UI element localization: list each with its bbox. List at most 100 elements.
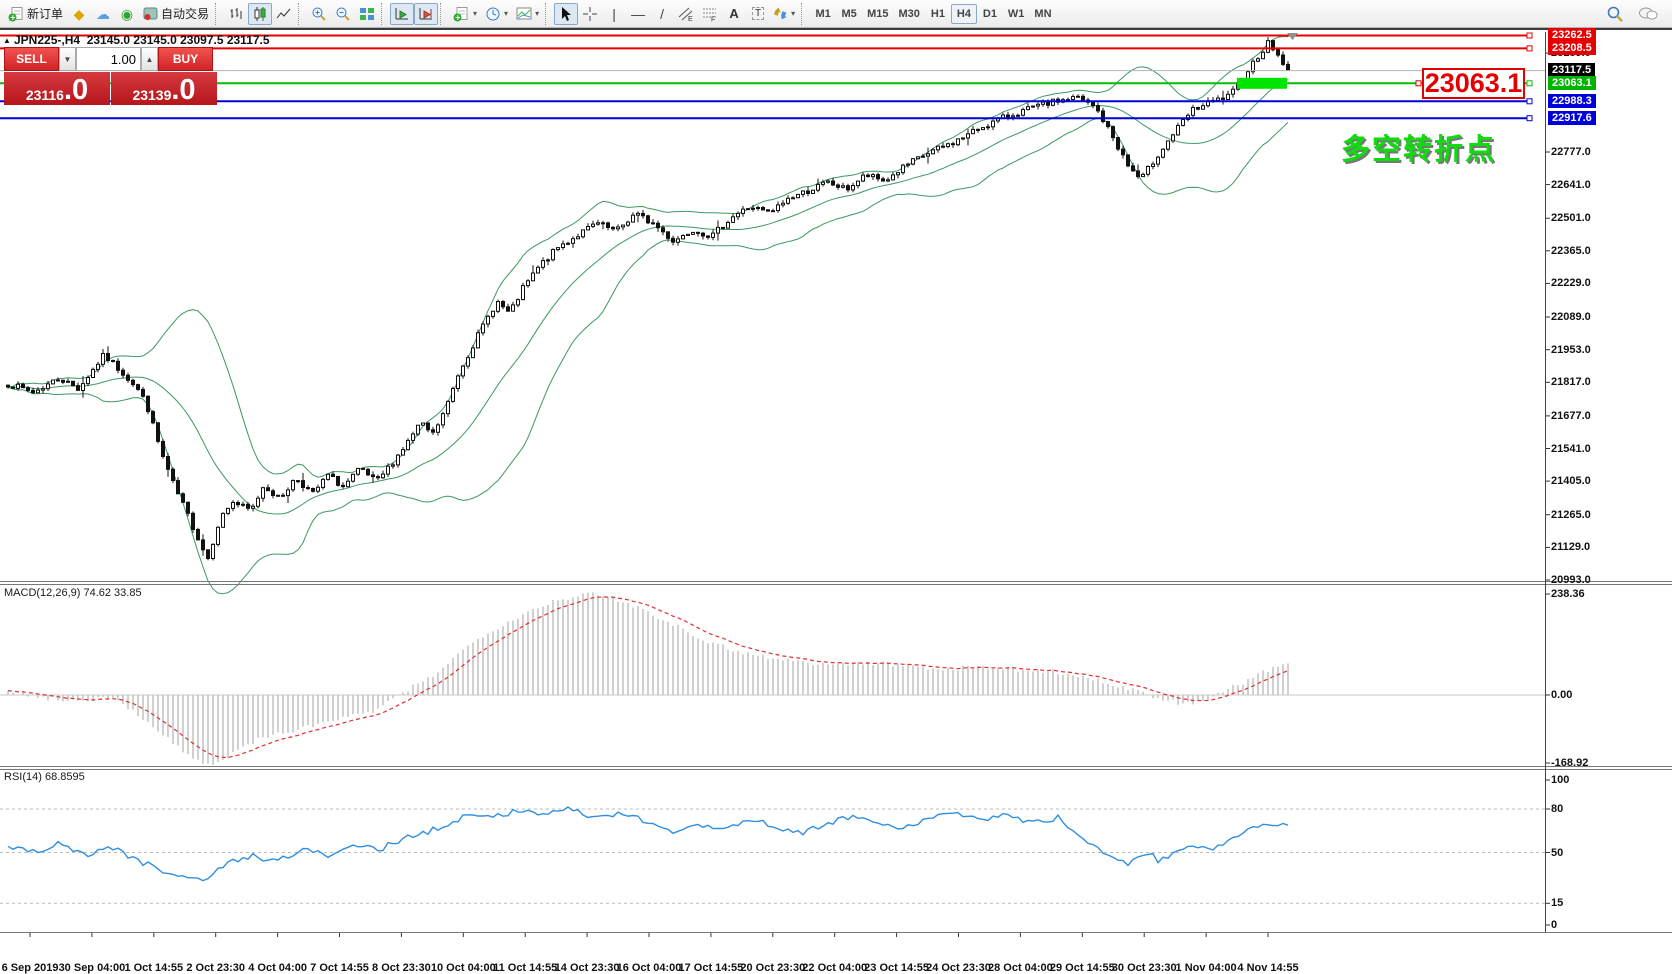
vertical-line-button[interactable]: |	[612, 5, 616, 22]
new-order-button[interactable]: + 新订单	[8, 6, 64, 22]
autotrading-button[interactable]: 自动交易	[139, 3, 213, 25]
new-chart-button[interactable]: + ▾	[453, 6, 478, 22]
time-tick-label: 4 Nov 14:55	[1237, 962, 1299, 974]
price-tick-label: 21129.0	[1551, 541, 1591, 554]
price-line-label: 23262.5	[1548, 28, 1596, 43]
sell-price-main: 23116	[25, 86, 64, 103]
vps-cloud-icon[interactable]: ☁	[96, 5, 111, 22]
rsi-tick-label: 100	[1551, 774, 1570, 786]
sell-price[interactable]: 23116 .0	[4, 72, 110, 105]
buy-price[interactable]: 23139 .0	[111, 72, 217, 105]
one-click-collapse-icon[interactable]: ▲	[3, 36, 11, 45]
toolbar-trade-group: + 新订单 ◆ ☁ ◉ 自动交易	[4, 1, 213, 27]
rsi-tick-label: 0	[1551, 919, 1558, 931]
time-tick-label: 29 Oct 14:55	[1049, 962, 1115, 974]
toolbar-separator	[381, 2, 388, 25]
price-tick-label: 21953.0	[1551, 343, 1591, 356]
buy-button[interactable]: BUY	[158, 47, 213, 71]
time-tick-label: 11 Oct 14:55	[493, 962, 558, 974]
text-label-button[interactable]: T	[746, 3, 770, 25]
timeframe-m30-button[interactable]: M30	[898, 7, 920, 20]
price-line-label: 23117.5	[1548, 63, 1596, 78]
time-tick-label: 4 Oct 04:00	[248, 962, 307, 974]
price-tick-label: 21405.0	[1551, 475, 1591, 488]
timeframe-w1-button[interactable]: W1	[1007, 7, 1025, 20]
price-tick-label: 22365.0	[1551, 244, 1591, 257]
candlestick-button[interactable]	[248, 2, 273, 25]
price-line-label: 23208.5	[1548, 41, 1596, 56]
auto-scroll-button[interactable]	[390, 2, 415, 25]
volume-input[interactable]	[76, 47, 141, 71]
zoom-in-button[interactable]	[307, 3, 331, 25]
toolbar-chart-type-group	[224, 1, 296, 27]
time-tick-label: 17 Oct 14:55	[678, 962, 744, 974]
time-tick-label: 20 Oct 23:30	[740, 962, 806, 974]
timeframe-h4-button[interactable]: H4	[950, 3, 977, 24]
timeframe-m15-button[interactable]: M15	[867, 7, 889, 20]
buy-price-main: 23139	[132, 86, 172, 103]
horizontal-line-button[interactable]: —	[631, 5, 646, 22]
trendline-button[interactable]: /	[660, 5, 665, 22]
timeframe-m1-button[interactable]: M1	[815, 7, 831, 20]
volume-up-button[interactable]: ▲	[141, 47, 158, 71]
price-tick-label: 22641.0	[1551, 178, 1591, 191]
crosshair-button[interactable]	[578, 3, 602, 25]
time-tick-label: 14 Oct 23:30	[554, 962, 620, 974]
one-click-trading-panel: SELL ▼ ▲ BUY 23116 .0 23139 .0	[4, 47, 217, 105]
toolbar: + 新订单 ◆ ☁ ◉ 自动交易 + ▾ ▾ ▾ | — / E F A T ▾ M1 M5 M15 M30 H1 H4…	[0, 0, 1672, 28]
time-tick-label: 28 Oct 04:00	[987, 962, 1053, 974]
toolbar-separator	[298, 2, 305, 25]
time-tick-label: 6 Sep 2019	[1, 962, 59, 974]
cursor-button[interactable]	[554, 2, 579, 25]
toolbar-scroll-group	[390, 1, 439, 27]
toolbar-right-icons	[1602, 3, 1668, 25]
timeframe-h1-button[interactable]: H1	[930, 7, 945, 20]
time-tick-label: 1 Oct 14:55	[124, 962, 184, 974]
metaeditor-icon[interactable]: ◆	[73, 5, 85, 22]
bar-chart-button[interactable]	[224, 3, 248, 25]
price-tick-label: 22089.0	[1551, 311, 1591, 324]
search-icon[interactable]	[1602, 3, 1628, 25]
tile-windows-button[interactable]	[355, 3, 379, 25]
arrows-button[interactable]: ▾	[770, 3, 799, 25]
chart-plot-area[interactable]	[0, 30, 1672, 951]
price-callout-label[interactable]: 23063.1	[1422, 68, 1525, 99]
rsi-tick-label: 15	[1551, 897, 1564, 910]
templates-button[interactable]: ▾	[512, 3, 543, 25]
price-line-label: 23063.1	[1548, 76, 1596, 91]
time-tick-label: 16 Oct 04:00	[616, 962, 682, 974]
time-tick-label: 23 Oct 14:55	[864, 962, 930, 974]
text-button[interactable]: A	[729, 6, 739, 21]
periods-button[interactable]: ▾	[481, 3, 512, 25]
svg-text:+: +	[455, 12, 460, 21]
timeframe-mn-button[interactable]: MN	[1034, 7, 1052, 20]
zoom-out-button[interactable]	[331, 3, 355, 25]
fibonacci-button[interactable]: F	[698, 3, 722, 25]
price-line-label: 22988.3	[1548, 94, 1596, 109]
chinese-annotation: 多空转折点	[1341, 134, 1497, 166]
buy-price-pips: .0	[171, 74, 196, 107]
macd-indicator-label: MACD(12,26,9) 74.62 33.85	[4, 587, 142, 599]
time-tick-label: 1 Nov 04:00	[1175, 962, 1237, 974]
timeframe-m5-button[interactable]: M5	[841, 7, 857, 20]
equidistant-channel-button[interactable]: E	[674, 3, 698, 25]
toolbar-new-group: + ▾ ▾ ▾	[449, 1, 543, 27]
price-tick-label: 22229.0	[1551, 277, 1591, 290]
timeframe-toolbar: M1 M5 M15 M30 H1 H4 D1 W1 MN	[810, 1, 1056, 27]
price-tick-label: 22501.0	[1551, 212, 1591, 225]
time-tick-label: 2 Oct 23:30	[186, 962, 246, 974]
time-tick-label: 30 Sep 04:00	[58, 962, 126, 974]
rsi-indicator-label: RSI(14) 68.8595	[4, 771, 85, 783]
sell-button[interactable]: SELL	[4, 47, 59, 71]
volume-down-button[interactable]: ▼	[59, 47, 76, 71]
chat-icon[interactable]	[1634, 3, 1662, 25]
chart-shift-button[interactable]	[414, 2, 439, 25]
chart-window[interactable]: ▲ JPN225-,H4 23145.0 23145.0 23097.5 231…	[0, 28, 1672, 974]
line-chart-button[interactable]	[272, 3, 296, 25]
timeframe-d1-button[interactable]: D1	[982, 7, 997, 20]
toolbar-line-studies-group: | — / E F A T ▾	[554, 1, 799, 27]
signals-icon[interactable]: ◉	[120, 5, 134, 22]
time-tick-label: 10 Oct 04:00	[430, 962, 496, 974]
macd-tick-label: -168.92	[1551, 757, 1589, 769]
time-tick-label: 30 Oct 23:30	[1111, 962, 1177, 974]
